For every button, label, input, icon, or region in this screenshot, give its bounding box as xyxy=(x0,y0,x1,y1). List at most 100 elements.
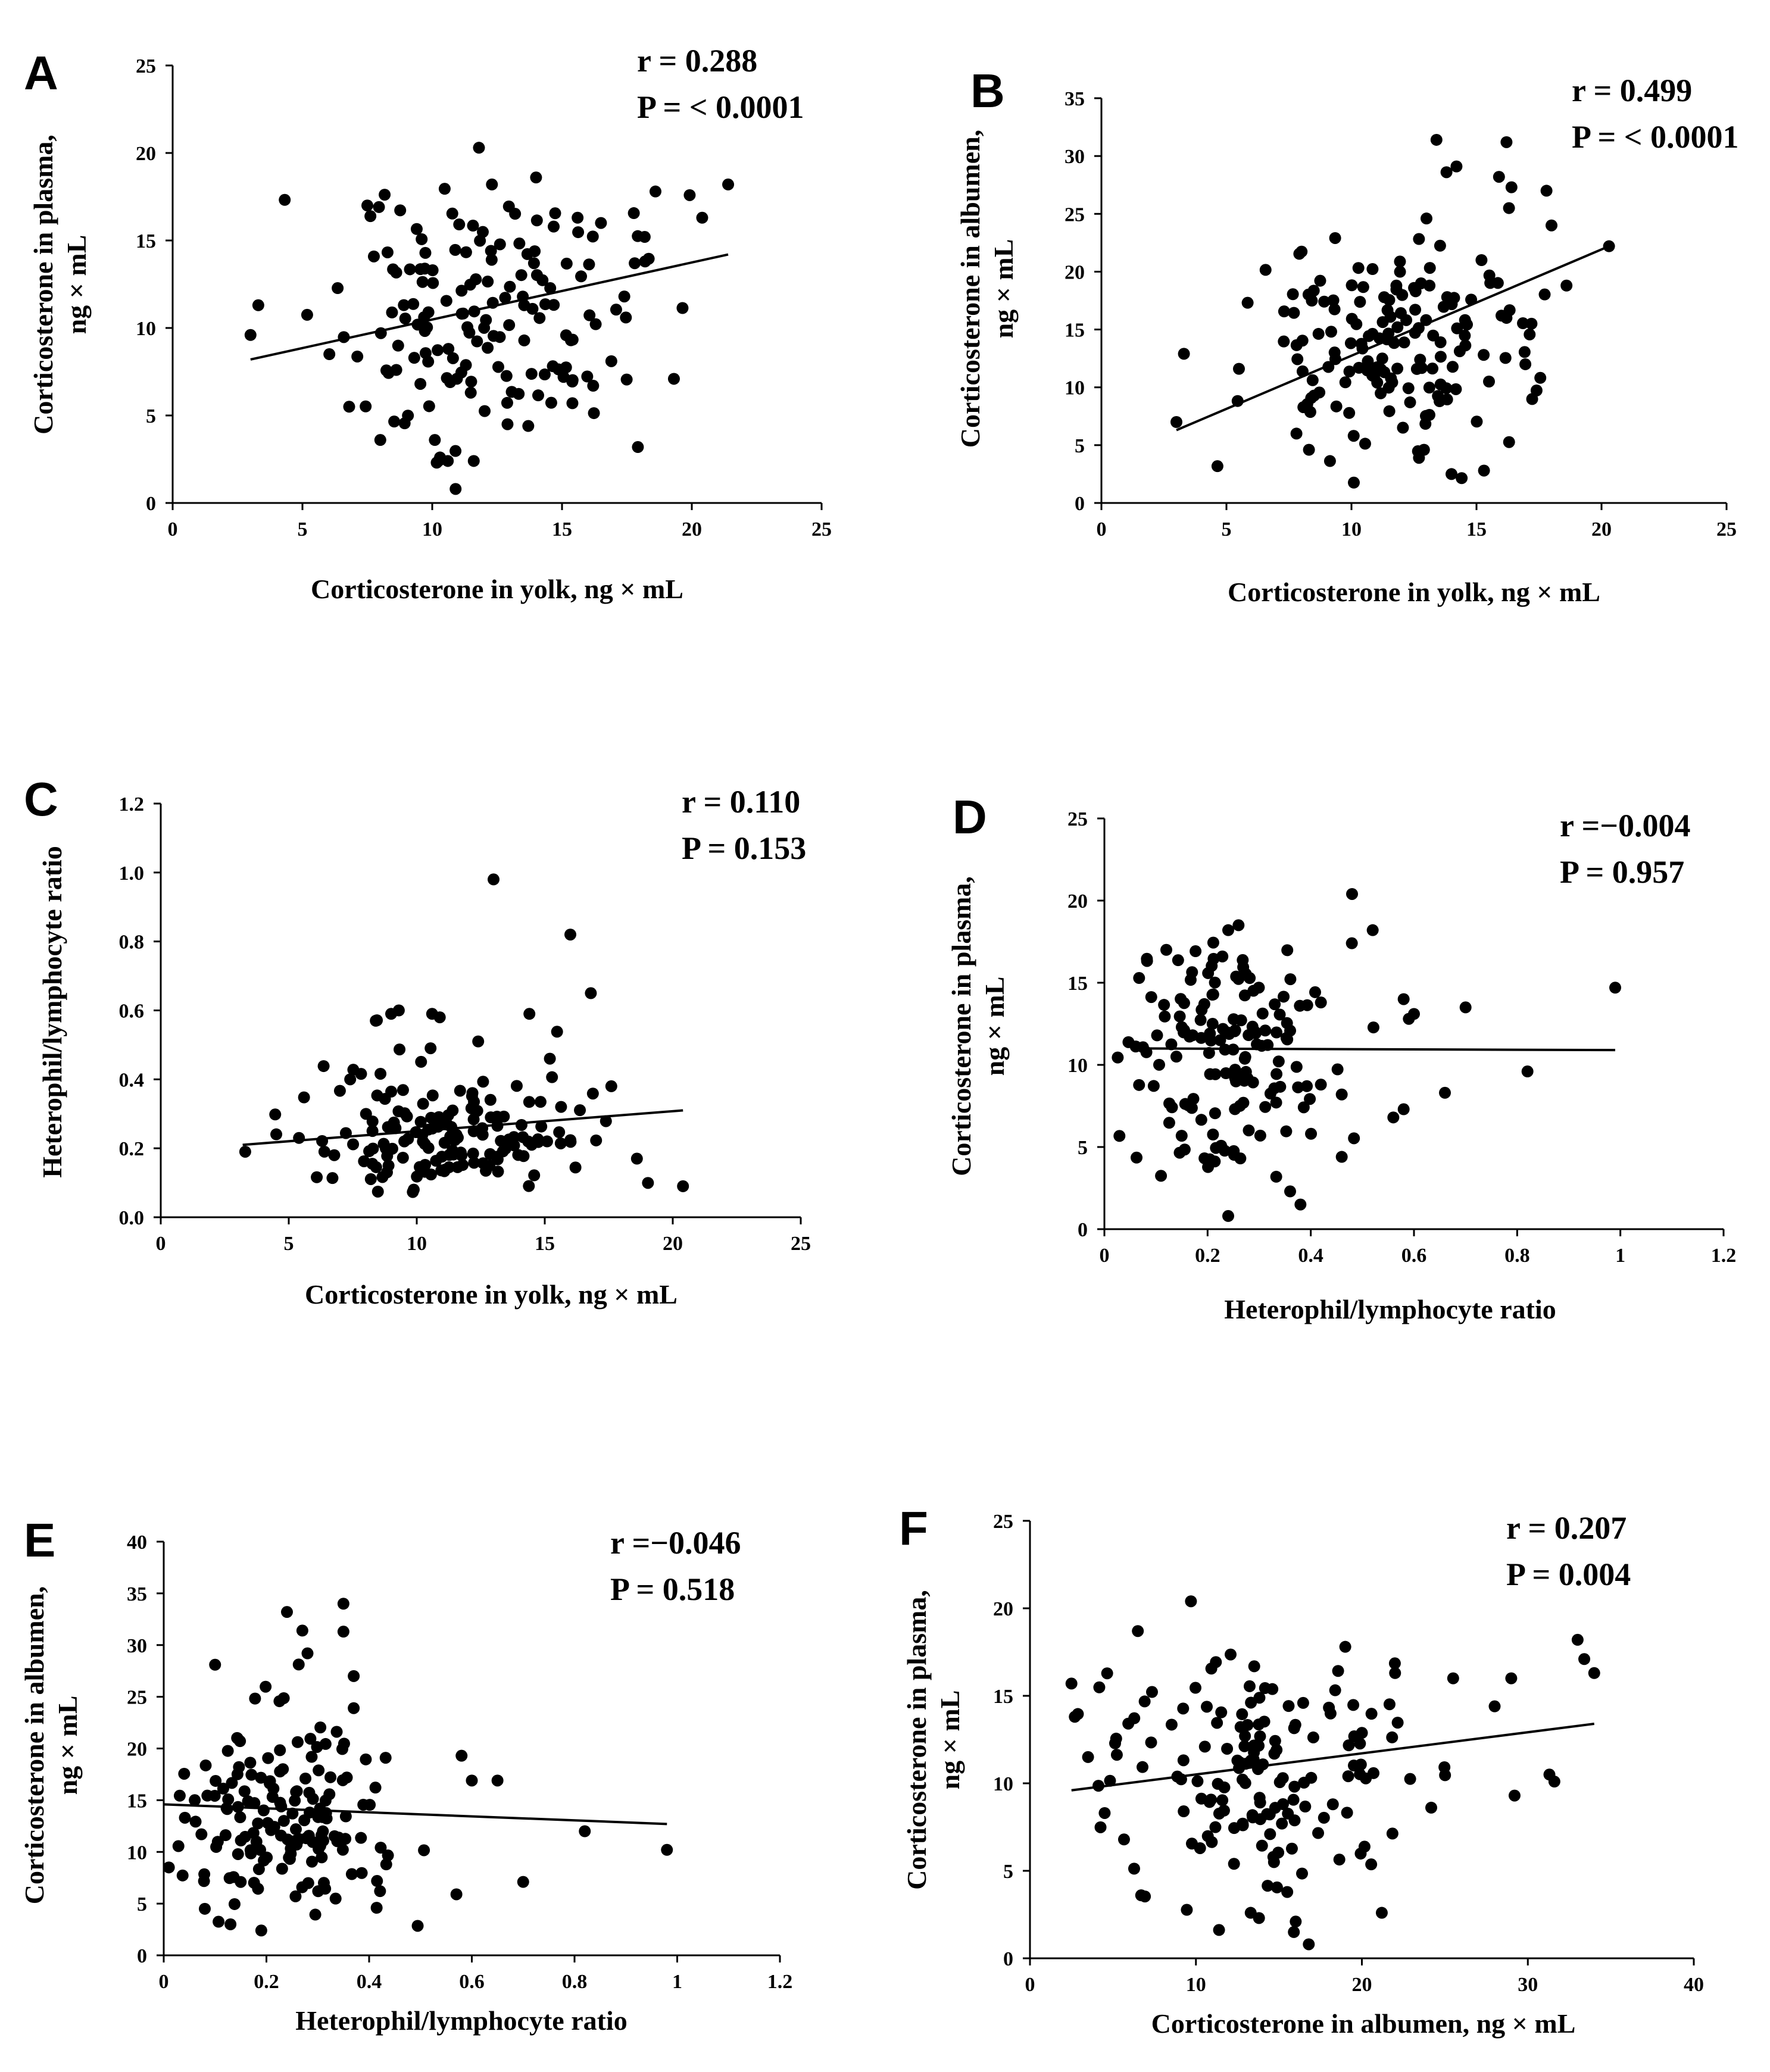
data-point xyxy=(1328,303,1341,315)
data-point xyxy=(536,274,549,286)
x-tick-label: 20 xyxy=(663,1233,683,1255)
data-point xyxy=(1227,1043,1240,1056)
data-point xyxy=(1153,1058,1165,1071)
data-point xyxy=(1170,416,1182,428)
data-point xyxy=(1145,1686,1158,1698)
data-point xyxy=(1266,1683,1279,1695)
data-point xyxy=(1391,362,1404,375)
data-point xyxy=(1280,1125,1293,1137)
data-point xyxy=(1209,1107,1221,1120)
data-point xyxy=(418,311,430,323)
data-point xyxy=(176,1869,189,1882)
data-point xyxy=(1221,1742,1234,1755)
data-point xyxy=(1094,1821,1107,1833)
data-point xyxy=(1219,1145,1231,1157)
data-point xyxy=(485,245,497,257)
data-point xyxy=(532,1136,545,1148)
data-point xyxy=(324,1771,337,1783)
data-point xyxy=(292,1658,305,1671)
data-point xyxy=(277,1692,290,1704)
data-point xyxy=(364,1173,377,1185)
data-point xyxy=(1178,1805,1190,1818)
x-tick-label: 0 xyxy=(156,1233,166,1255)
data-point xyxy=(629,257,641,270)
data-point xyxy=(249,1692,261,1705)
data-point xyxy=(1138,1695,1151,1708)
x-tick-label: 0.6 xyxy=(1401,1245,1427,1267)
data-point xyxy=(1272,1846,1285,1859)
p-value: P = 0.957 xyxy=(1560,854,1684,890)
y-tick-label: 15 xyxy=(1065,320,1085,342)
data-point xyxy=(566,397,579,410)
data-point xyxy=(1386,1827,1398,1840)
panel-b: B 0 5 10 15 20 25 0 5 10 15 20 25 30 35 Corticosterone … xyxy=(955,64,1739,607)
data-point xyxy=(1578,1653,1591,1665)
data-point xyxy=(1398,336,1410,349)
y-axis-title: Corticosterone in plasma, ng × mL xyxy=(901,1590,965,1890)
data-point xyxy=(210,1774,222,1787)
data-point xyxy=(517,1876,529,1888)
data-point xyxy=(1288,1722,1300,1735)
data-point xyxy=(419,347,432,360)
data-point xyxy=(1204,1035,1217,1047)
data-point xyxy=(1386,1731,1398,1743)
data-point xyxy=(1133,972,1145,985)
data-point xyxy=(485,254,498,266)
data-point xyxy=(433,1011,446,1024)
data-point xyxy=(336,1743,348,1755)
data-point xyxy=(424,1042,437,1055)
data-point xyxy=(1241,1719,1254,1732)
data-point xyxy=(257,1804,270,1817)
data-point xyxy=(532,389,544,402)
y-tick-label: 10 xyxy=(136,318,156,340)
data-point xyxy=(382,1849,394,1862)
data-point xyxy=(227,1871,240,1883)
y-tick-label: 20 xyxy=(127,1739,147,1761)
data-point xyxy=(419,246,432,259)
data-point xyxy=(332,282,344,295)
data-point xyxy=(1232,919,1245,932)
data-point xyxy=(336,1774,349,1786)
data-point xyxy=(1281,1886,1294,1898)
data-point xyxy=(1425,1801,1437,1814)
data-point xyxy=(575,270,588,283)
x-axis-title: Corticosterone in yolk, ng × mL xyxy=(1228,577,1600,607)
data-point xyxy=(408,352,420,364)
data-point xyxy=(505,386,518,398)
data-point xyxy=(1459,339,1472,352)
data-point xyxy=(1198,998,1210,1010)
data-point xyxy=(1326,1798,1339,1811)
data-point xyxy=(1325,326,1337,338)
x-tick-label: 25 xyxy=(1716,518,1737,540)
data-point xyxy=(348,1702,360,1714)
data-point xyxy=(1330,400,1343,412)
data-point xyxy=(418,1844,430,1857)
data-point xyxy=(370,1902,383,1914)
data-point xyxy=(1356,1727,1368,1739)
data-point xyxy=(1201,1701,1213,1713)
data-point xyxy=(1288,307,1300,319)
y-axis-title-line: Heterophil/lymphocyte ratio xyxy=(37,846,67,1177)
data-point xyxy=(1290,1061,1303,1073)
data-point xyxy=(1222,1210,1234,1222)
x-tick-label: 0.4 xyxy=(357,1971,382,1993)
data-point xyxy=(1163,1117,1175,1129)
data-point xyxy=(1328,346,1341,359)
y-tick-label: 20 xyxy=(1067,890,1088,912)
data-point xyxy=(581,370,594,383)
x-tick-label: 20 xyxy=(682,518,702,540)
data-point xyxy=(1346,937,1358,949)
data-point xyxy=(336,1843,349,1856)
x-tick-label: 15 xyxy=(1466,518,1487,540)
data-point xyxy=(276,1862,288,1875)
y-tick-label: 25 xyxy=(1065,204,1085,226)
data-point xyxy=(590,1134,603,1146)
data-point xyxy=(399,312,411,325)
data-point xyxy=(1354,296,1366,308)
y-axis-title-line: ng × mL xyxy=(935,1690,965,1790)
data-point xyxy=(1365,1858,1378,1871)
data-point xyxy=(486,178,498,190)
data-point xyxy=(1264,1828,1276,1840)
